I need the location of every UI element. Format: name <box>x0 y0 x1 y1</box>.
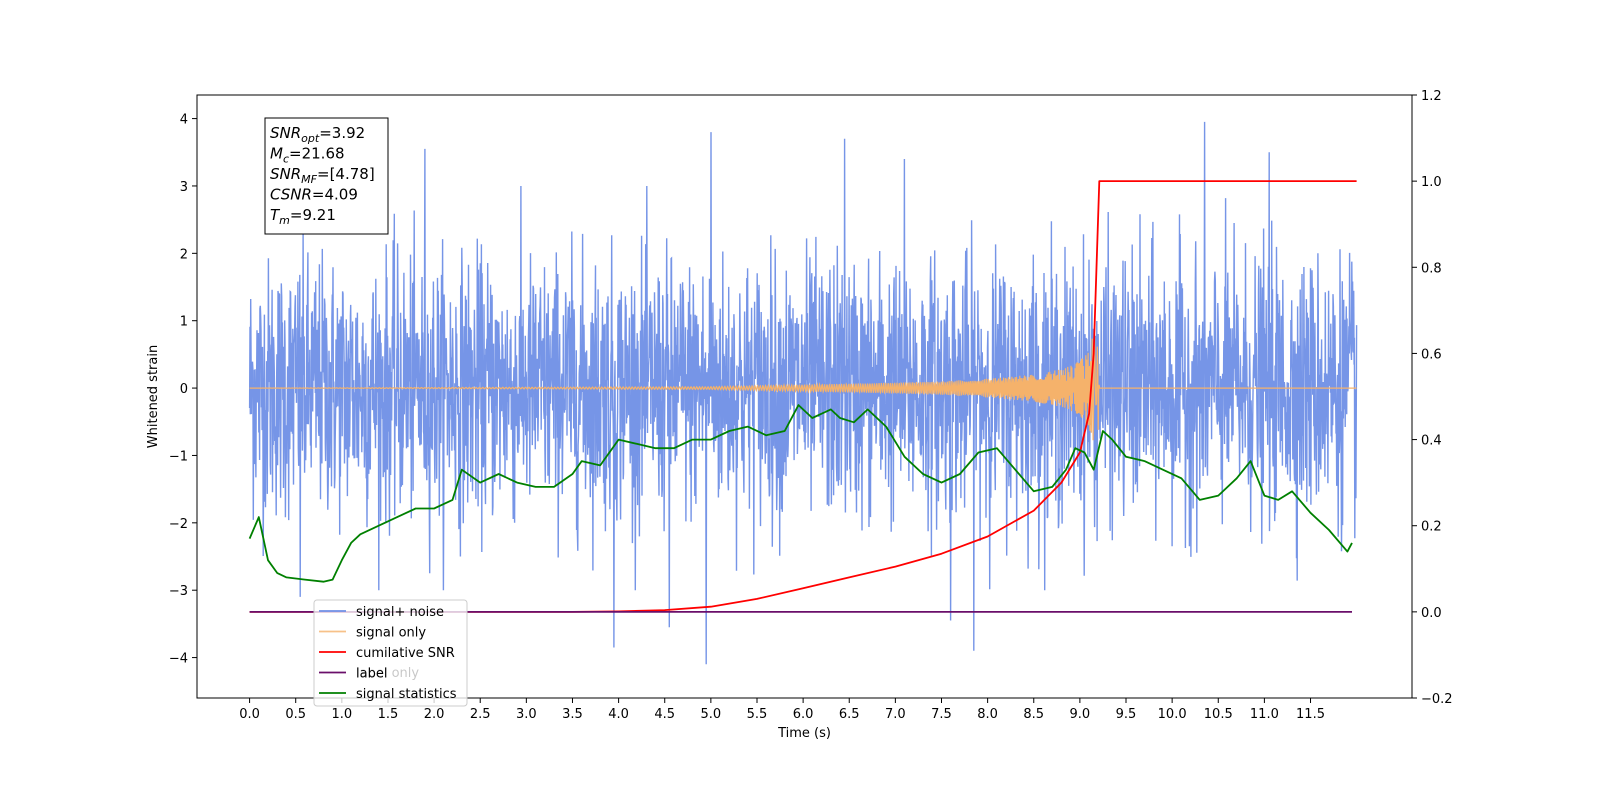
stats-line: SNRopt=3.92 <box>270 124 365 145</box>
stats-box-frame <box>264 117 389 235</box>
stats-line: CSNR=4.09 <box>270 186 358 204</box>
y-tick-label: 0 <box>180 382 188 397</box>
legend-entry: signal only <box>356 626 426 641</box>
x-tick-label: 10.5 <box>1204 707 1233 722</box>
stats-value: =9.21 <box>290 206 336 224</box>
x-tick-label: 6.0 <box>793 707 814 722</box>
y-tick-label: −4 <box>169 652 188 667</box>
stats-subscript: MF <box>301 173 317 186</box>
y-tick-label: −3 <box>169 584 188 599</box>
y2-tick-label: 0.2 <box>1421 520 1442 535</box>
y2-tick-label: 0.8 <box>1421 261 1442 276</box>
stats-value: =[4.78] <box>317 165 375 183</box>
stats-symbol: SNR <box>270 165 301 183</box>
x-tick-label: 5.0 <box>701 707 722 722</box>
x-tick-label: 7.0 <box>885 707 906 722</box>
y2-tick-label: −0.2 <box>1421 692 1453 707</box>
y-tick-label: 4 <box>180 113 188 128</box>
y2-tick-label: 0.6 <box>1421 347 1442 362</box>
stats-symbol: SNR <box>270 124 301 142</box>
stats-symbol: T <box>270 206 281 224</box>
x-tick-label: 3.5 <box>562 707 583 722</box>
stats-subscript: opt <box>301 132 320 145</box>
axes-frame <box>196 94 1413 699</box>
stats-value: =4.09 <box>312 186 358 204</box>
x-tick-label: 8.0 <box>977 707 998 722</box>
stats-symbol: M <box>270 145 283 163</box>
stats-subscript: c <box>283 153 289 166</box>
y-tick-label: −1 <box>169 449 188 464</box>
y-tick-label: 3 <box>180 180 188 195</box>
series-signal-noise <box>248 121 1358 665</box>
x-tick-label: 5.5 <box>747 707 768 722</box>
y-axis-label: Whitened strain <box>146 345 161 448</box>
x-tick-label: 4.5 <box>654 707 675 722</box>
ticks: 0.0 0.5 1.0 1.5 2.0 2.5 3.0 3.5 4.0 4.5 5.0 5.5 6.0 6… <box>169 89 1453 722</box>
stats-line: Mc=21.68 <box>270 145 345 166</box>
x-tick-label: 11.0 <box>1250 707 1279 722</box>
stats-value: =21.68 <box>289 145 345 163</box>
legend-frame <box>313 599 468 707</box>
x-tick-label: 3.0 <box>516 707 537 722</box>
series-signal-statistics <box>248 404 1353 583</box>
x-tick-label: 9.5 <box>1116 707 1137 722</box>
stats-subscript: m <box>279 214 290 227</box>
x-tick-label: 2.5 <box>470 707 491 722</box>
y2-tick-label: 1.0 <box>1421 175 1442 190</box>
legend-entry: signal+ noise <box>356 605 444 620</box>
stats-line: SNRMF=[4.78] <box>270 165 375 186</box>
x-tick-label: 0.0 <box>239 707 260 722</box>
legend-entry: cumilative SNR <box>356 646 455 661</box>
x-tick-label: 1.5 <box>378 707 399 722</box>
x-tick-label: 1.0 <box>331 707 352 722</box>
y2-tick-label: 1.2 <box>1421 89 1442 104</box>
x-tick-label: 2.0 <box>424 707 445 722</box>
x-tick-label: 9.0 <box>1070 707 1091 722</box>
stats-annotation-box: SNRopt=3.92Mc=21.68SNRMF=[4.78]CSNR=4.09… <box>264 117 389 235</box>
stats-value: =3.92 <box>319 124 365 142</box>
x-tick-label: 0.5 <box>285 707 306 722</box>
series-cumulative-snr <box>249 180 1357 613</box>
stats-line: Tm=9.21 <box>270 206 336 227</box>
x-tick-label: 8.5 <box>1023 707 1044 722</box>
legend-entry: label <box>356 667 387 682</box>
x-tick-label: 11.5 <box>1296 707 1325 722</box>
y2-tick-label: 0.4 <box>1421 434 1442 449</box>
y2-tick-label: 0.0 <box>1421 606 1442 621</box>
x-tick-label: 6.5 <box>839 707 860 722</box>
y-tick-label: −2 <box>169 517 188 532</box>
x-tick-label: 4.0 <box>608 707 629 722</box>
x-tick-label: 7.5 <box>931 707 952 722</box>
x-tick-label: 10.0 <box>1158 707 1187 722</box>
series-signal-only <box>249 337 1357 441</box>
y-tick-label: 1 <box>180 315 188 330</box>
y-tick-label: 2 <box>180 247 188 262</box>
x-axis-label: Time (s) <box>777 726 831 741</box>
legend-entry: signal statistics <box>356 687 457 702</box>
stats-symbol: CSNR <box>270 186 312 204</box>
